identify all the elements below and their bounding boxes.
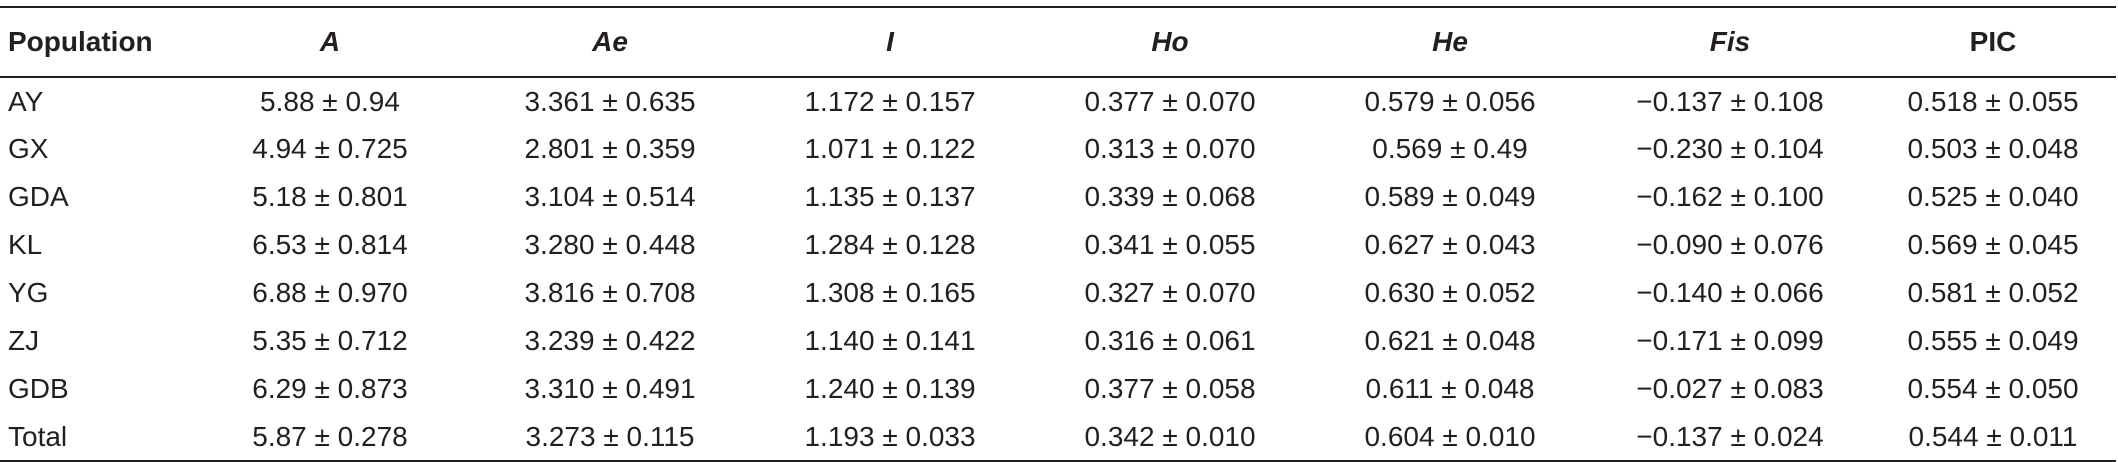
- table-row: GDA 5.18 ± 0.801 3.104 ± 0.514 1.135 ± 0…: [0, 173, 2116, 221]
- cell-i: 1.135 ± 0.137: [804, 181, 976, 212]
- cell-a: 5.35 ± 0.712: [252, 325, 408, 356]
- cell-pic: 0.525 ± 0.040: [1907, 181, 2079, 212]
- cell-fis: −0.137 ± 0.108: [1636, 85, 1824, 117]
- cell-ho: 0.341 ± 0.055: [1084, 229, 1256, 260]
- cell-he: 0.611 ± 0.048: [1365, 373, 1535, 404]
- population-name: GDB: [8, 373, 69, 404]
- header-pic: PIC: [1870, 6, 2116, 78]
- cell-pic: 0.503 ± 0.048: [1907, 133, 2079, 164]
- cell-a: 5.88 ± 0.94: [260, 85, 400, 117]
- cell-fis: −0.171 ± 0.099: [1636, 325, 1824, 356]
- cell-he: 0.569 ± 0.49: [1372, 133, 1528, 164]
- cell-i: 1.284 ± 0.128: [804, 229, 976, 260]
- cell-ae: 3.361 ± 0.635: [524, 85, 696, 117]
- cell-fis: −0.137 ± 0.024: [1590, 413, 1870, 462]
- cell-a: 6.88 ± 0.970: [252, 277, 408, 308]
- cell-pic: 0.518 ± 0.055: [1907, 85, 2079, 117]
- cell-ae: 3.273 ± 0.115: [470, 413, 750, 462]
- population-name: YG: [8, 277, 49, 308]
- table-row: GX 4.94 ± 0.725 2.801 ± 0.359 1.071 ± 0.…: [0, 125, 2116, 173]
- cell-fis: −0.140 ± 0.066: [1636, 277, 1824, 308]
- cell-ho: 0.313 ± 0.070: [1084, 133, 1256, 164]
- cell-ho: 0.342 ± 0.010: [1030, 413, 1310, 462]
- cell-i: 1.071 ± 0.122: [804, 133, 976, 164]
- header-population: Population: [0, 6, 190, 78]
- header-i: I: [750, 6, 1030, 78]
- cell-ho: 0.327 ± 0.070: [1084, 277, 1256, 308]
- cell-fis: −0.230 ± 0.104: [1636, 133, 1824, 164]
- cell-he: 0.621 ± 0.048: [1364, 325, 1536, 356]
- cell-he: 0.589 ± 0.049: [1364, 181, 1536, 212]
- cell-ho: 0.377 ± 0.058: [1084, 373, 1256, 404]
- cell-ae: 3.816 ± 0.708: [524, 277, 696, 308]
- cell-fis: −0.027 ± 0.083: [1636, 373, 1824, 404]
- header-fis: Fis: [1590, 6, 1870, 78]
- cell-fis: −0.162 ± 0.100: [1636, 181, 1824, 212]
- cell-a: 4.94 ± 0.725: [252, 133, 408, 164]
- cell-ho: 0.316 ± 0.061: [1084, 325, 1256, 356]
- cell-he: 0.579 ± 0.056: [1364, 85, 1536, 117]
- table-row: KL 6.53 ± 0.814 3.280 ± 0.448 1.284 ± 0.…: [0, 221, 2116, 269]
- header-a: A: [190, 6, 470, 78]
- population-name: GX: [8, 133, 49, 164]
- cell-pic: 0.555 ± 0.049: [1907, 325, 2079, 356]
- cell-ae: 3.104 ± 0.514: [524, 181, 696, 212]
- cell-pic: 0.554 ± 0.050: [1907, 373, 2079, 404]
- cell-fis: −0.090 ± 0.076: [1636, 229, 1824, 260]
- table-row: AY 5.88 ± 0.94 3.361 ± 0.635 1.172 ± 0.1…: [0, 77, 2116, 125]
- cell-pic: 0.569 ± 0.045: [1907, 229, 2079, 260]
- cell-ae: 3.310 ± 0.491: [524, 373, 696, 404]
- cell-he: 0.604 ± 0.010: [1310, 413, 1590, 462]
- cell-a: 6.53 ± 0.814: [252, 229, 408, 260]
- population-name: ZJ: [8, 325, 40, 356]
- population-name: KL: [8, 229, 43, 260]
- cell-he: 0.630 ± 0.052: [1364, 277, 1536, 308]
- population-name: GDA: [8, 181, 69, 212]
- header-row: Population A Ae I Ho He Fis PIC: [0, 6, 2116, 78]
- population-name: AY: [8, 85, 44, 117]
- table-header: Population A Ae I Ho He Fis PIC: [0, 6, 2116, 78]
- header-he: He: [1310, 6, 1590, 78]
- cell-i: 1.140 ± 0.141: [804, 325, 976, 356]
- header-ho: Ho: [1030, 6, 1310, 78]
- table-row: YG 6.88 ± 0.970 3.816 ± 0.708 1.308 ± 0.…: [0, 269, 2116, 317]
- table-row: GDB 6.29 ± 0.873 3.310 ± 0.491 1.240 ± 0…: [0, 365, 2116, 413]
- cell-ho: 0.377 ± 0.070: [1084, 85, 1256, 117]
- cell-ae: 3.239 ± 0.422: [524, 325, 696, 356]
- cell-pic: 0.581 ± 0.052: [1907, 277, 2079, 308]
- table-row: ZJ 5.35 ± 0.712 3.239 ± 0.422 1.140 ± 0.…: [0, 317, 2116, 365]
- cell-he: 0.627 ± 0.043: [1364, 229, 1536, 260]
- cell-i: 1.193 ± 0.033: [750, 413, 1030, 462]
- cell-i: 1.240 ± 0.139: [804, 373, 976, 404]
- population-name: Total: [0, 413, 190, 462]
- cell-ae: 3.280 ± 0.448: [524, 229, 696, 260]
- cell-a: 6.29 ± 0.873: [252, 373, 408, 404]
- cell-pic: 0.544 ± 0.011: [1870, 413, 2116, 462]
- cell-ho: 0.339 ± 0.068: [1084, 181, 1256, 212]
- cell-i: 1.308 ± 0.165: [804, 277, 976, 308]
- table-row-total: Total 5.87 ± 0.278 3.273 ± 0.115 1.193 ±…: [0, 413, 2116, 462]
- cell-i: 1.172 ± 0.157: [804, 85, 976, 117]
- header-ae: Ae: [470, 6, 750, 78]
- cell-a: 5.18 ± 0.801: [252, 181, 408, 212]
- cell-ae: 2.801 ± 0.359: [524, 133, 696, 164]
- population-diversity-table: Population A Ae I Ho He Fis PIC AY 5.88 …: [0, 6, 2116, 462]
- table-body: AY 5.88 ± 0.94 3.361 ± 0.635 1.172 ± 0.1…: [0, 77, 2116, 462]
- cell-a: 5.87 ± 0.278: [190, 413, 470, 462]
